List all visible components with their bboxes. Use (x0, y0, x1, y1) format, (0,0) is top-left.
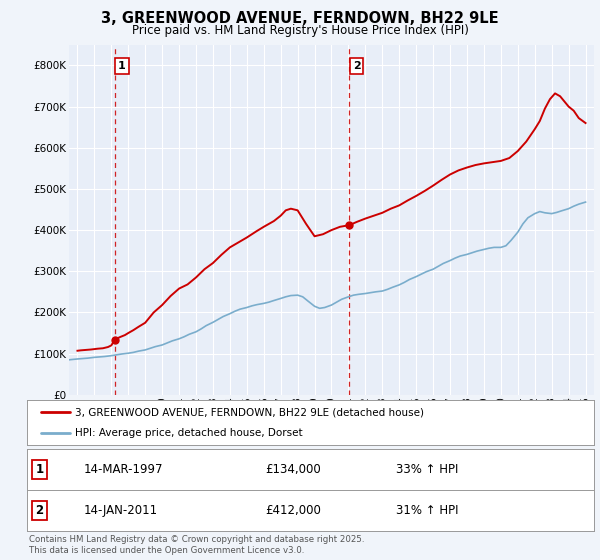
Text: 2: 2 (35, 504, 44, 517)
Text: 33% ↑ HPI: 33% ↑ HPI (395, 463, 458, 476)
Text: 14-MAR-1997: 14-MAR-1997 (84, 463, 163, 476)
Text: 3, GREENWOOD AVENUE, FERNDOWN, BH22 9LE (detached house): 3, GREENWOOD AVENUE, FERNDOWN, BH22 9LE … (75, 408, 424, 418)
Text: 3, GREENWOOD AVENUE, FERNDOWN, BH22 9LE: 3, GREENWOOD AVENUE, FERNDOWN, BH22 9LE (101, 11, 499, 26)
Text: £134,000: £134,000 (265, 463, 321, 476)
Text: Price paid vs. HM Land Registry's House Price Index (HPI): Price paid vs. HM Land Registry's House … (131, 24, 469, 36)
Text: 1: 1 (118, 61, 126, 71)
Text: 14-JAN-2011: 14-JAN-2011 (84, 504, 158, 517)
Text: Contains HM Land Registry data © Crown copyright and database right 2025.
This d: Contains HM Land Registry data © Crown c… (29, 535, 364, 555)
Text: 2: 2 (353, 61, 361, 71)
Text: £412,000: £412,000 (265, 504, 321, 517)
Text: HPI: Average price, detached house, Dorset: HPI: Average price, detached house, Dors… (75, 428, 303, 438)
Text: 31% ↑ HPI: 31% ↑ HPI (395, 504, 458, 517)
Text: 1: 1 (35, 463, 44, 476)
